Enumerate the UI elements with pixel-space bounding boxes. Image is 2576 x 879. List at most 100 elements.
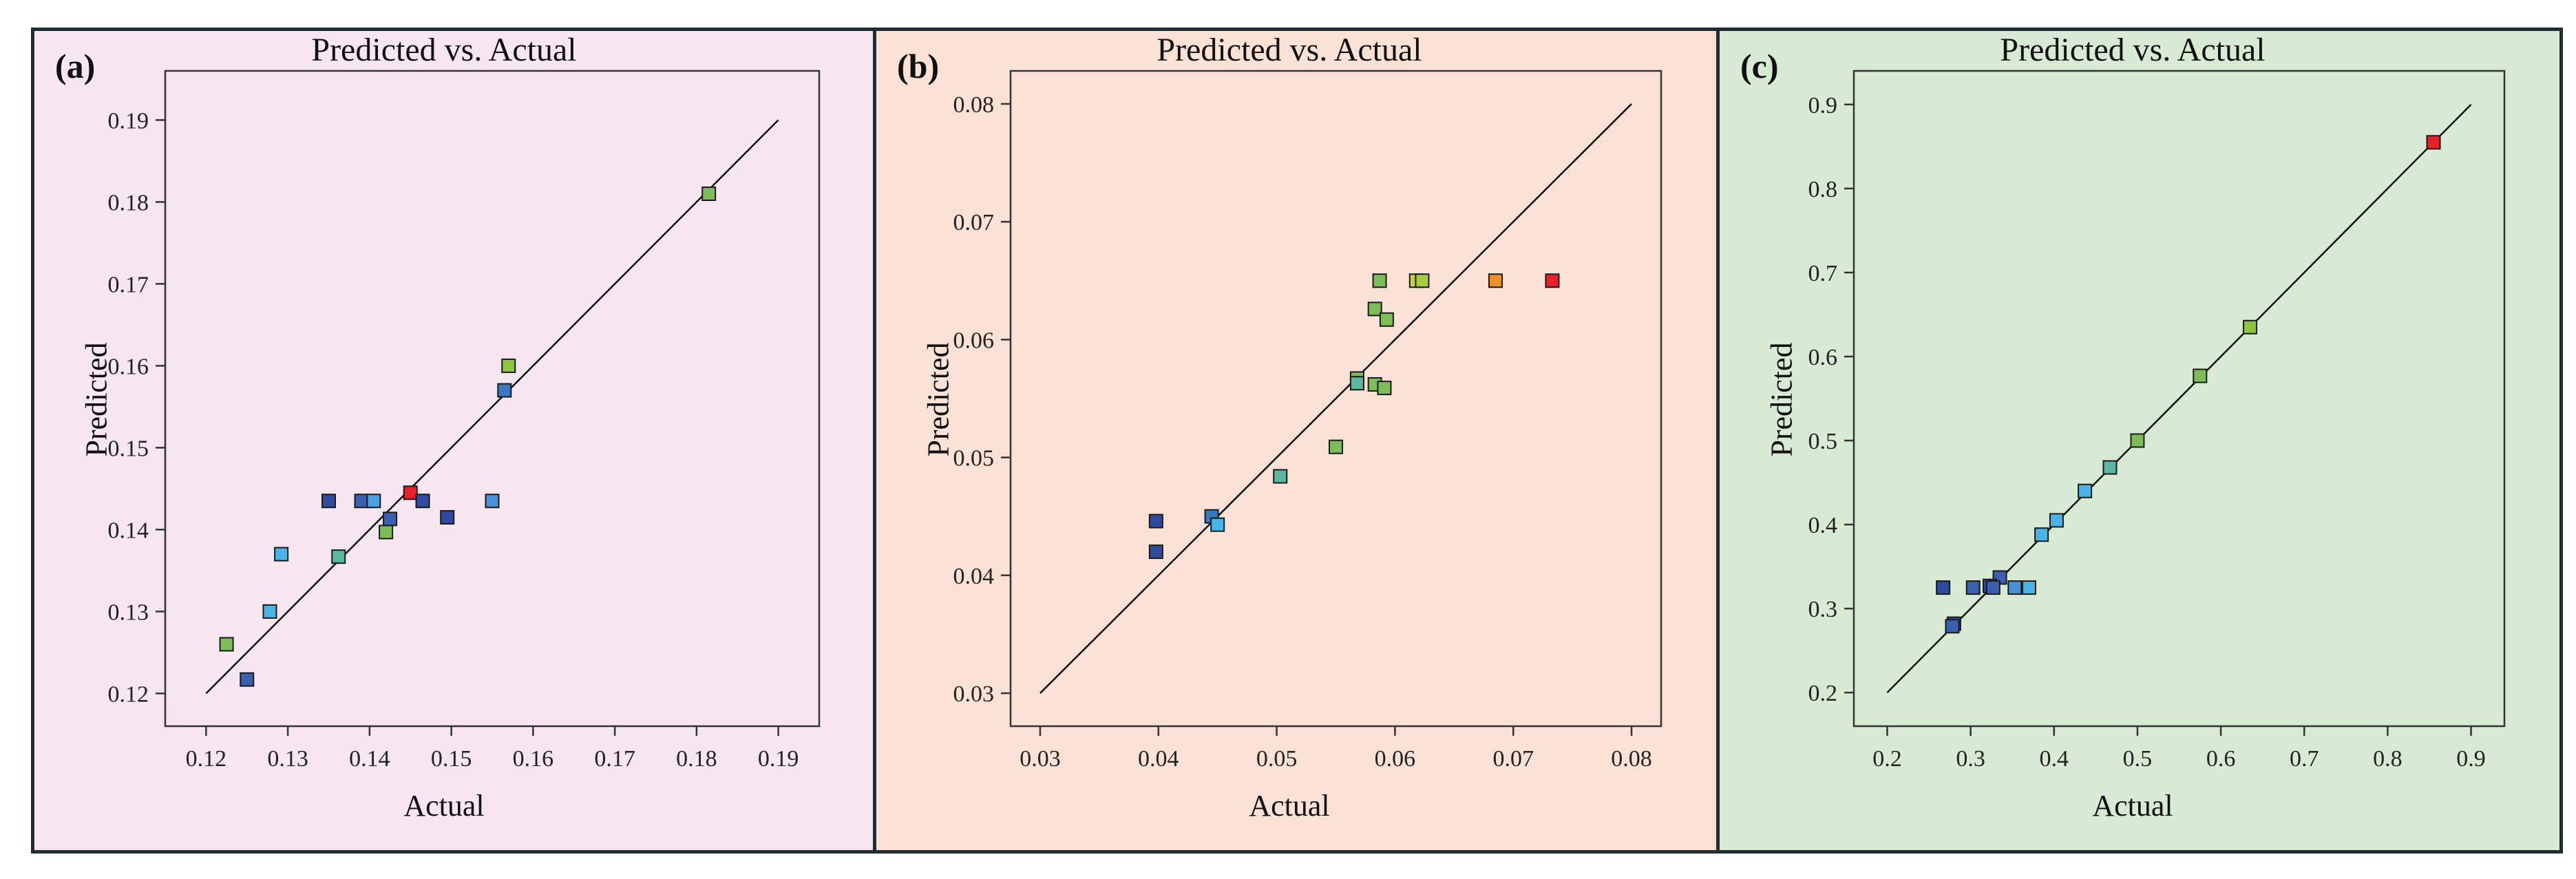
x-axis-label: Actual xyxy=(2092,789,2173,823)
y-axis-label: Predicted xyxy=(79,342,114,457)
data-point xyxy=(1545,273,1560,288)
plot-frame xyxy=(1852,70,2506,728)
y-tick-label: 0.16 xyxy=(108,354,149,379)
data-point xyxy=(1273,469,1288,484)
data-point xyxy=(485,494,500,509)
panel-b: 0.03 0.04 0.05 0.06 0.07 0.08 0.03 0.04 0.05 0.06… xyxy=(873,28,1720,854)
x-tick-label: 0.8 xyxy=(2373,746,2403,772)
y-axis-label: Predicted xyxy=(921,342,956,457)
x-tick-label: 0.16 xyxy=(513,746,554,772)
y-tick-label: 0.6 xyxy=(1808,345,1838,370)
data-point xyxy=(2130,433,2145,448)
data-point xyxy=(497,383,512,398)
data-point xyxy=(366,494,381,509)
chart-title: Predicted vs. Actual xyxy=(2000,32,2266,68)
y-tick-label: 0.04 xyxy=(953,564,995,589)
x-tick-label: 0.19 xyxy=(758,746,799,772)
data-point xyxy=(354,494,369,509)
data-point xyxy=(1379,312,1394,327)
data-point xyxy=(1415,273,1430,288)
x-tick-label: 0.4 xyxy=(2040,746,2069,772)
x-tick-label: 0.06 xyxy=(1375,746,1416,772)
panel-a: 0.12 0.13 0.14 0.15 0.16 0.17 0.18 0.19 0.12 0.13… xyxy=(31,28,876,854)
y-tick-label: 0.05 xyxy=(953,446,995,472)
scatter-plot-a: 0.12 0.13 0.14 0.15 0.16 0.17 0.18 0.19 0.12 0.13… xyxy=(108,70,821,772)
data-point xyxy=(1377,381,1392,396)
panel-label: (c) xyxy=(1740,47,1779,85)
scatter-plot-c: 0.2 0.3 0.4 0.5 0.6 0.7 0.8 0.9 0.2 0.3 0.4 0.5 0.6 0… xyxy=(1808,70,2506,772)
data-point xyxy=(403,485,418,500)
x-tick-label: 0.17 xyxy=(594,746,635,772)
data-point xyxy=(2007,580,2023,595)
x-tick-label: 0.14 xyxy=(349,746,390,772)
panel-label: (a) xyxy=(55,47,96,85)
data-point xyxy=(2426,135,2441,150)
x-tick-label: 0.5 xyxy=(2123,746,2153,772)
x-tick-label: 0.05 xyxy=(1256,746,1298,772)
x-tick-label: 0.08 xyxy=(1611,746,1652,772)
x-tick-label: 0.12 xyxy=(186,746,227,772)
y-tick-label: 0.5 xyxy=(1808,429,1838,454)
data-point xyxy=(701,187,717,201)
panel-label: (b) xyxy=(897,47,940,85)
data-point xyxy=(501,358,516,373)
y-tick-label: 0.19 xyxy=(108,108,149,134)
x-tick-label: 0.13 xyxy=(267,746,308,772)
x-axis-label: Actual xyxy=(1249,789,1330,823)
data-point xyxy=(2021,580,2036,595)
data-point xyxy=(2034,527,2049,542)
data-point xyxy=(1985,580,2000,595)
data-point xyxy=(1372,273,1387,288)
y-tick-label: 0.07 xyxy=(953,210,995,235)
y-tick-label: 0.13 xyxy=(108,600,149,625)
data-point xyxy=(274,547,289,562)
data-point xyxy=(1148,544,1163,560)
reference-line xyxy=(205,119,779,695)
y-tick-label: 0.3 xyxy=(1808,597,1838,622)
x-tick-label: 0.6 xyxy=(2206,746,2236,772)
data-point xyxy=(1488,273,1503,288)
data-point xyxy=(321,494,336,509)
x-tick-label: 0.04 xyxy=(1138,746,1179,772)
data-point xyxy=(219,637,234,652)
reference-line xyxy=(1039,103,1632,694)
y-tick-label: 0.17 xyxy=(108,272,149,297)
reference-line xyxy=(1886,103,2472,694)
data-point xyxy=(262,604,277,619)
panel-c: 0.2 0.3 0.4 0.5 0.6 0.7 0.8 0.9 0.2 0.3 0.4 0.5 0.6 0… xyxy=(1716,28,2563,854)
data-point xyxy=(331,549,346,564)
scatter-plot-b: 0.03 0.04 0.05 0.06 0.07 0.08 0.03 0.04 0.05 0.06… xyxy=(953,70,1662,772)
x-tick-label: 0.7 xyxy=(2290,746,2319,772)
y-axis-label: Predicted xyxy=(1764,342,1799,457)
x-tick-label: 0.2 xyxy=(1872,746,1902,772)
data-point xyxy=(1965,580,1981,595)
x-tick-label: 0.18 xyxy=(676,746,717,772)
data-point xyxy=(440,510,455,525)
y-tick-label: 0.8 xyxy=(1808,177,1838,202)
x-tick-label: 0.15 xyxy=(431,746,472,772)
plot-frame xyxy=(1009,70,1662,728)
x-tick-label: 0.3 xyxy=(1956,746,1985,772)
y-tick-label: 0.03 xyxy=(953,681,995,707)
y-tick-label: 0.15 xyxy=(108,436,149,461)
data-point xyxy=(240,672,255,687)
data-point xyxy=(2242,319,2257,335)
y-tick-label: 0.12 xyxy=(108,681,149,707)
data-point xyxy=(415,494,430,509)
data-point xyxy=(2193,368,2208,383)
data-point xyxy=(383,511,398,527)
y-tick-label: 0.7 xyxy=(1808,261,1838,286)
x-tick-label: 0.9 xyxy=(2456,746,2486,772)
data-point xyxy=(1367,301,1382,317)
y-tick-label: 0.08 xyxy=(953,92,995,118)
data-point xyxy=(2102,460,2118,475)
x-tick-label: 0.03 xyxy=(1020,746,1061,772)
plot-frame xyxy=(164,70,821,728)
data-point xyxy=(1210,517,1225,532)
data-point xyxy=(1945,619,1960,634)
data-point xyxy=(379,525,394,540)
data-point xyxy=(1329,439,1343,454)
y-tick-label: 0.14 xyxy=(108,518,149,543)
y-tick-label: 0.9 xyxy=(1808,93,1838,118)
y-tick-label: 0.2 xyxy=(1808,681,1838,706)
